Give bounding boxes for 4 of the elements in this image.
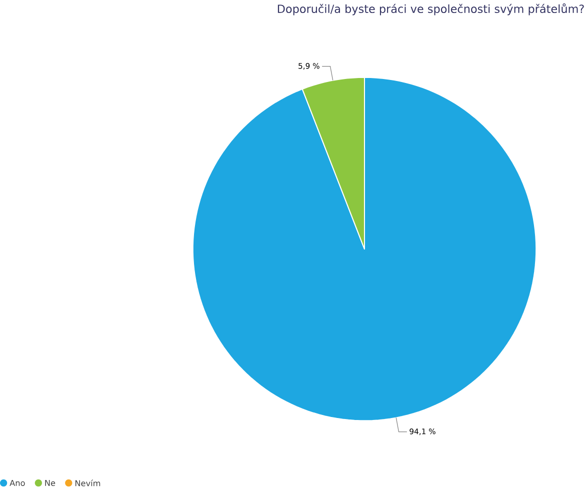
legend-label: Ano	[10, 480, 25, 486]
legend-label: Nevím	[75, 480, 100, 486]
legend-label: Ne	[45, 480, 56, 486]
chart-title: Doporučil/a byste práci ve společnosti svým přátelům?	[278, 3, 584, 16]
